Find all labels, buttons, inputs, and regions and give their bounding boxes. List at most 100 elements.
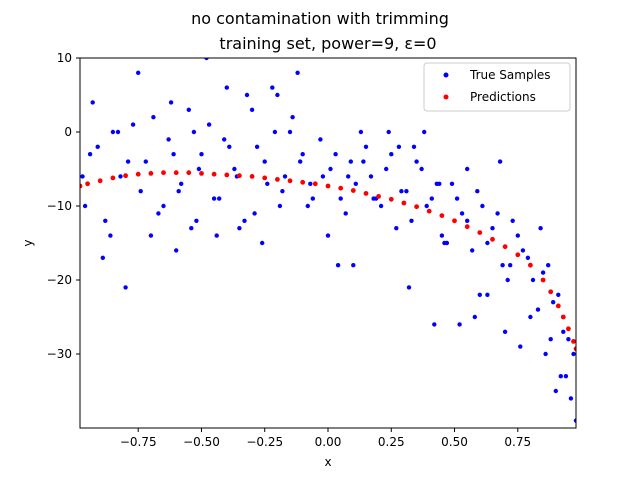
x-tick-label: −0.50 [183, 435, 220, 449]
true-samples-point [295, 70, 300, 76]
y-axis: −30 −20 −10 0 10 [47, 51, 80, 361]
x-tick-label: 0.75 [504, 435, 531, 449]
predictions-point [477, 230, 483, 236]
true-samples-point [280, 189, 285, 194]
y-tick-label: 10 [57, 51, 72, 65]
predictions-point [414, 204, 419, 210]
true-samples-point [406, 285, 412, 290]
true-samples-point [318, 137, 323, 142]
true-samples-point [353, 181, 358, 186]
true-samples-point [424, 203, 429, 209]
true-samples-point [199, 152, 204, 157]
true-samples-point [252, 211, 257, 216]
true-samples-point [206, 122, 212, 127]
true-samples-point [497, 159, 503, 164]
true-samples-point [472, 314, 477, 320]
true-samples-point [100, 255, 106, 260]
true-samples-point [320, 174, 326, 179]
true-samples-point [214, 233, 219, 238]
true-samples-point [566, 337, 571, 342]
true-samples-point [485, 240, 490, 246]
true-samples-point [543, 351, 548, 357]
plot-marks [80, 58, 576, 423]
true-samples-point [237, 226, 242, 231]
true-samples-point [505, 277, 510, 283]
true-samples-point [204, 58, 209, 61]
true-samples-point [535, 307, 541, 312]
predictions-point [186, 170, 192, 176]
true-samples-point [477, 292, 482, 297]
true-samples-point [174, 248, 179, 253]
chart-subtitle: training set, power=9, ε=0 [219, 34, 436, 53]
predictions-point [426, 208, 432, 214]
true-samples-point [546, 263, 551, 268]
x-tick-label: −0.75 [120, 435, 157, 449]
true-samples-point [457, 322, 462, 327]
true-samples-point [108, 233, 113, 238]
true-samples-point [335, 263, 341, 268]
chart-title: no contamination with trimming [191, 9, 449, 28]
true-samples-point [422, 129, 427, 135]
x-tick-label: 0.50 [441, 435, 468, 449]
true-samples-point [343, 211, 348, 216]
predictions-point [312, 181, 318, 187]
true-samples-point [351, 263, 356, 268]
true-samples-point [553, 388, 558, 394]
true-samples-point [454, 196, 460, 201]
predictions-point [148, 171, 154, 176]
predictions-point [515, 252, 521, 258]
x-tick-label: 0.25 [378, 435, 405, 449]
predictions-point [199, 171, 204, 176]
true-samples-point [300, 152, 305, 157]
legend-marker-true-samples [443, 72, 449, 78]
predictions-point [224, 172, 230, 178]
true-samples-point [495, 211, 500, 216]
y-tick-label: −30 [47, 347, 72, 361]
true-samples-point [171, 152, 176, 157]
true-samples-point [262, 159, 267, 164]
true-samples-point [470, 248, 475, 253]
true-samples-point [551, 300, 556, 305]
true-samples-point [82, 203, 88, 209]
true-samples-point [232, 166, 237, 172]
legend-marker-predictions [443, 94, 449, 100]
true-samples-point [80, 174, 85, 179]
true-samples-point [333, 152, 338, 157]
predictions-point [173, 170, 179, 176]
true-samples-point [290, 115, 295, 120]
x-axis: −0.75 −0.50 −0.25 0.00 0.25 0.50 0.75 [120, 428, 531, 449]
true-samples-point [298, 159, 303, 164]
predictions-point [571, 339, 576, 344]
y-tick-label: −20 [47, 273, 72, 287]
true-samples-point [573, 418, 576, 423]
true-samples-point [277, 203, 283, 209]
true-samples-point [568, 396, 574, 401]
true-samples-point [103, 218, 108, 223]
plot-frame [79, 57, 577, 429]
predictions-point [439, 213, 445, 219]
true-samples-point [480, 203, 485, 209]
true-samples-point [168, 100, 174, 105]
true-samples-point [196, 166, 202, 172]
true-samples-point [363, 144, 369, 149]
predictions-point [548, 289, 554, 295]
predictions-point [97, 178, 103, 184]
predictions-point [573, 346, 576, 352]
true-samples-point [409, 218, 414, 223]
true-samples-point [115, 129, 121, 135]
true-samples-point [244, 92, 250, 98]
predictions-point [262, 175, 268, 181]
true-samples-point [490, 226, 495, 231]
true-samples-point [528, 314, 533, 320]
true-samples-point [404, 189, 409, 194]
true-samples-point [179, 181, 184, 186]
true-samples-point [189, 226, 194, 231]
true-samples-point [260, 240, 265, 246]
true-samples-point [429, 196, 434, 201]
true-samples-point [176, 189, 181, 194]
true-samples-point [125, 159, 131, 164]
true-samples-point [561, 329, 566, 334]
true-samples-point [186, 107, 191, 113]
predictions-point [502, 244, 508, 250]
predictions-point [363, 191, 369, 196]
